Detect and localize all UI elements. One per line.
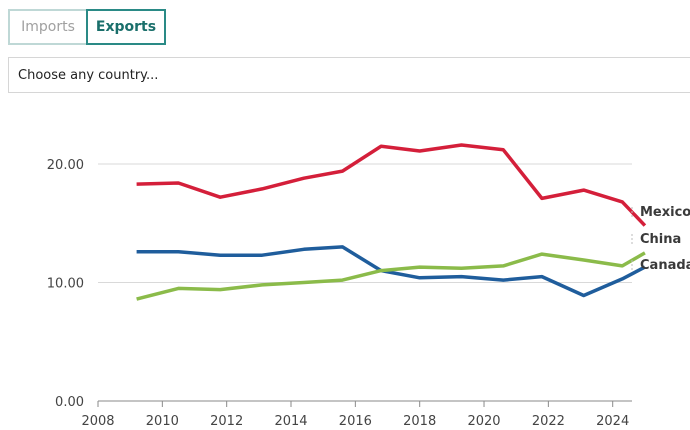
y-tick-label: 0.00 <box>55 395 84 410</box>
series-label-mexico: Mexico <box>640 205 690 220</box>
country-select[interactable]: Choose any country... <box>8 57 690 93</box>
y-tick-label: 10.00 <box>47 277 84 292</box>
y-tick-label: 20.00 <box>47 158 84 173</box>
country-select-placeholder: Choose any country... <box>18 67 159 83</box>
series-line-canada[interactable] <box>136 251 646 301</box>
x-tick-label: 2012 <box>210 414 243 429</box>
x-tick-label: 2014 <box>274 414 307 429</box>
tab-imports[interactable]: Imports <box>8 9 86 45</box>
x-tick-label: 2022 <box>532 414 565 429</box>
x-tick-label: 2016 <box>339 414 372 429</box>
series-label-canada: Canada <box>640 258 690 273</box>
x-tick-label: 2020 <box>467 414 500 429</box>
trade-direction-tabs: Imports Exports <box>8 9 166 45</box>
x-tick-label: 2010 <box>146 414 179 429</box>
series-line-mexico[interactable] <box>136 143 647 227</box>
series-label-china: China <box>640 232 681 247</box>
x-tick-label: 2008 <box>81 414 114 429</box>
x-tick-label: 2018 <box>403 414 436 429</box>
x-tick-label: 2024 <box>596 414 629 429</box>
series-line-china[interactable] <box>136 245 646 298</box>
tab-exports[interactable]: Exports <box>86 9 166 45</box>
